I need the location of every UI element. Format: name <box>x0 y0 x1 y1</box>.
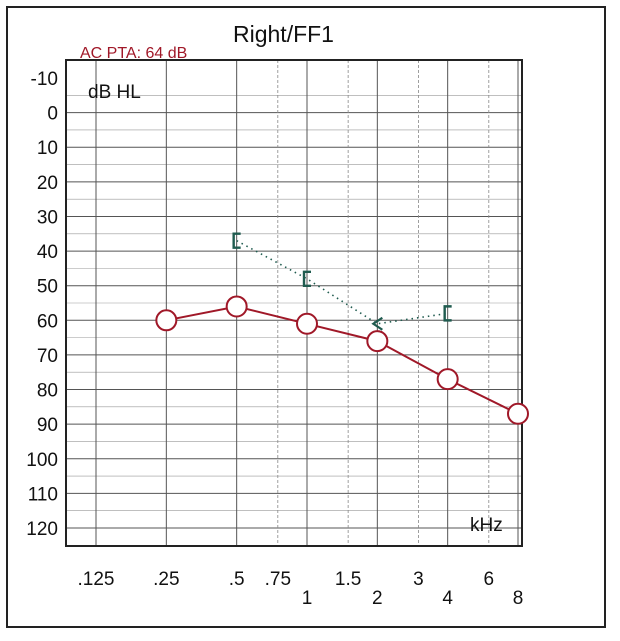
x-tick-label: .5 <box>229 569 245 590</box>
chart-title: Right/FF1 <box>233 21 334 47</box>
x-axis-ticks: .125 .25 .5 .75 1 1.5 2 34 68 <box>78 569 524 609</box>
series-line-0 <box>166 305 519 415</box>
data-point-bracket <box>232 232 241 249</box>
x-tick-label: 2 <box>372 588 383 609</box>
series <box>155 232 529 425</box>
data-point-circle <box>225 295 248 318</box>
y-tick-label: 0 <box>47 104 58 125</box>
x-tick-label: .25 <box>153 569 179 590</box>
x-axis-label: kHz <box>470 515 503 536</box>
data-point-circle <box>507 402 529 425</box>
data-point-circle <box>155 309 178 332</box>
series-line-1 <box>236 239 448 325</box>
x-tick-label: 6 <box>484 569 495 590</box>
x-tick-label: 3 <box>413 569 424 590</box>
y-tick-label: 30 <box>37 207 58 228</box>
x-tick-label: .75 <box>265 569 291 590</box>
data-point-circle <box>436 368 459 391</box>
data-point-circle <box>366 330 389 353</box>
plot-area-border <box>65 59 523 547</box>
y-tick-label: -10 <box>31 69 58 90</box>
audiogram-chart: AC PTA: 64 dB Right/FF1 dB HL kHz -10 0 10… <box>26 21 529 609</box>
y-tick-label: 50 <box>37 277 58 298</box>
y-tick-label: 20 <box>37 173 58 194</box>
audiogram-frame: AC PTA: 64 dB Right/FF1 dB HL kHz -10 0 10… <box>6 6 606 628</box>
y-axis-ticks: -10 0 10 20 30 40 50 60 70 80 90 100 110 120 <box>26 69 58 540</box>
data-point-bracket <box>302 270 311 287</box>
x-tick-label: .125 <box>78 569 115 590</box>
y-tick-label: 60 <box>37 311 58 332</box>
y-tick-label: 110 <box>28 484 58 505</box>
y-tick-label: 40 <box>37 242 58 263</box>
y-tick-label: 90 <box>37 415 58 436</box>
x-tick-label: 4 <box>442 588 453 609</box>
chart-subtitle: AC PTA: 64 dB <box>80 45 187 62</box>
y-tick-label: 10 <box>37 138 58 159</box>
x-tick-label: 1 <box>302 588 313 609</box>
grid <box>66 60 522 546</box>
y-tick-label: 100 <box>26 450 58 471</box>
data-point-bracket <box>371 316 383 331</box>
x-tick-label: 8 <box>513 588 524 609</box>
y-tick-label: 80 <box>37 381 58 402</box>
y-tick-label: 120 <box>26 519 58 540</box>
y-axis-label: dB HL <box>88 82 141 103</box>
data-point-circle <box>296 312 318 335</box>
x-tick-label: 1.5 <box>335 569 361 590</box>
data-point-bracket <box>443 305 452 322</box>
y-tick-label: 70 <box>37 346 58 367</box>
